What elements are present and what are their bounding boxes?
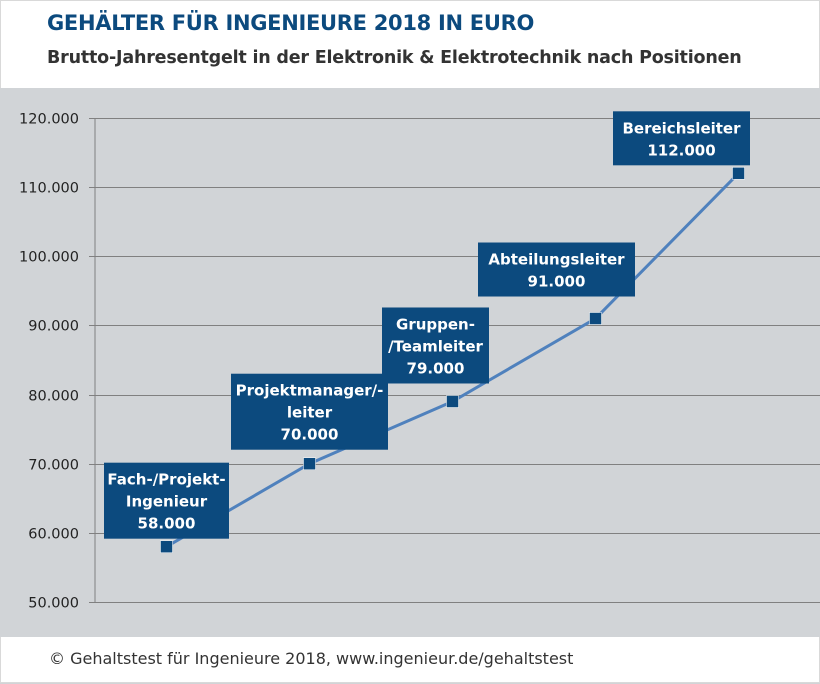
data-point-marker (303, 457, 316, 470)
data-label-text: Bereichsleiter (622, 119, 741, 137)
data-labels: Fach-/Projekt- Ingenieur 58.000 Projektmana… (104, 111, 750, 539)
data-label-text: 112.000 (647, 141, 715, 159)
y-tick-label: 120.000 (19, 112, 79, 128)
data-label-text: 58.000 (138, 515, 196, 533)
data-label-text: Ingenieur (126, 493, 208, 511)
data-label-text: Projektmanager/- (236, 382, 384, 400)
y-tick-label: 50.000 (28, 596, 79, 612)
y-tick-label: 110.000 (19, 181, 79, 197)
data-label-text: Fach-/Projekt- (107, 471, 225, 489)
data-point-marker (446, 395, 459, 408)
data-label-text: Abteilungsleiter (488, 251, 625, 269)
data-label-text: Gruppen- (396, 315, 475, 333)
y-tick-label: 100.000 (19, 250, 79, 266)
source-note: © Gehaltstest für Ingenieure 2018, www.i… (49, 649, 574, 668)
data-label-text: 91.000 (528, 273, 586, 291)
data-label-text: /Teamleiter (388, 337, 483, 355)
data-label: Gruppen- /Teamleiter 79.000 (382, 307, 489, 384)
data-label-box (478, 242, 635, 297)
y-tick-label: 70.000 (28, 458, 79, 474)
data-point-marker (160, 540, 173, 553)
data-label-box (382, 307, 489, 384)
chart-header: GEHÄLTER FÜR INGENIEURE 2018 IN EURO Bru… (0, 0, 820, 88)
data-label: Fach-/Projekt- Ingenieur 58.000 (104, 462, 229, 539)
y-tick-label: 80.000 (28, 389, 79, 405)
y-tick-label: 60.000 (28, 527, 79, 543)
data-label-box (231, 373, 388, 450)
chart-footer: © Gehaltstest für Ingenieure 2018, www.i… (0, 637, 820, 683)
chart-subtitle: Brutto-Jahresentgelt in der Elektronik &… (47, 48, 742, 68)
data-point-marker (732, 167, 745, 180)
data-label-box (613, 111, 750, 166)
y-axis-tick-labels: 50.000 60.000 70.000 80.000 90.000 100.000 110… (19, 112, 79, 612)
data-label: Bereichsleiter 112.000 (613, 111, 750, 166)
data-label: Abteilungsleiter 91.000 (478, 242, 635, 297)
data-series (160, 167, 745, 553)
data-point-marker (589, 312, 602, 325)
chart-title: GEHÄLTER FÜR INGENIEURE 2018 IN EURO (47, 11, 535, 35)
data-label-text: leiter (287, 404, 333, 422)
data-label-box (104, 462, 229, 539)
data-label-text: 70.000 (281, 426, 339, 444)
y-tick-label: 90.000 (28, 319, 79, 335)
data-label: Projektmanager/- leiter 70.000 (231, 373, 388, 450)
data-label-text: 79.000 (407, 359, 465, 377)
